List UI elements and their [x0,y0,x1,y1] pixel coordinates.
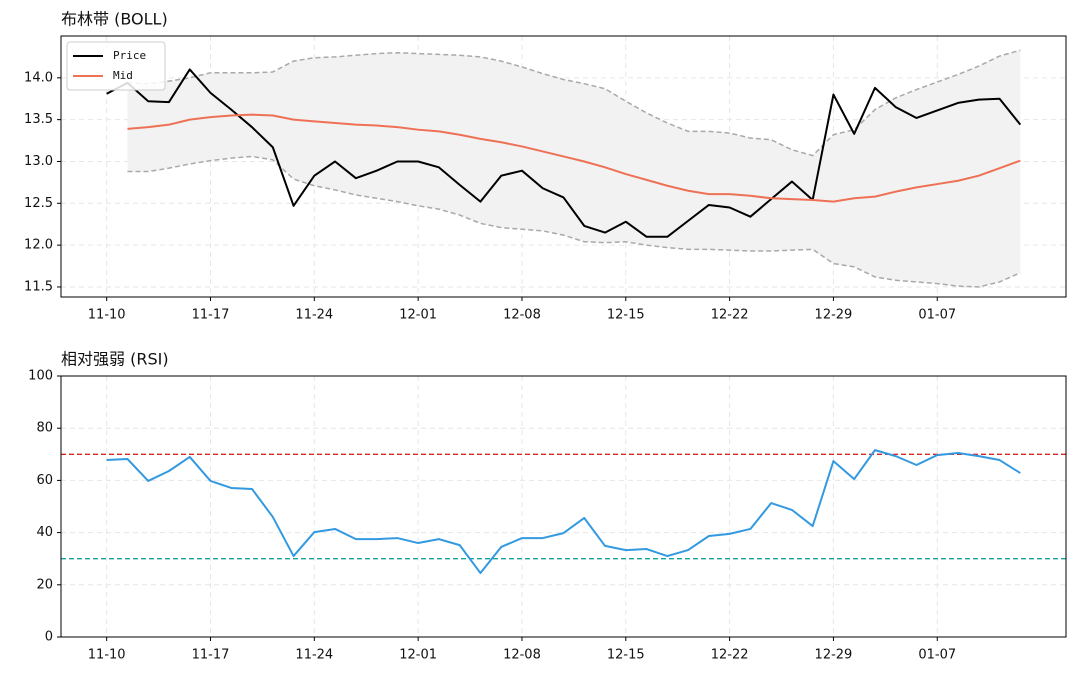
y-tick-label: 13.5 [24,112,53,127]
x-tick-label: 12-22 [711,648,749,663]
x-tick-label: 12-15 [607,648,645,663]
y-tick-label: 0 [45,630,53,645]
x-tick-label: 12-15 [607,308,645,323]
x-tick-label: 12-22 [711,308,749,323]
panel-title: 布林带 (BOLL) [61,10,168,29]
x-tick-label: 11-10 [88,648,126,663]
x-tick-label: 11-24 [295,308,333,323]
y-tick-label: 20 [36,577,53,592]
x-tick-label: 11-17 [192,308,230,323]
series-line [127,113,1021,203]
y-tick-label: 60 [36,473,53,488]
x-tick-label: 12-08 [503,648,541,663]
x-tick-label: 01-07 [918,648,956,663]
legend-label: Mid [113,69,133,82]
y-tick-label: 80 [36,421,53,436]
band-fill [127,50,1021,287]
y-tick-label: 13.0 [24,154,53,169]
x-tick-label: 11-10 [88,308,126,323]
y-tick-label: 100 [28,369,53,384]
y-tick-label: 11.5 [24,279,53,294]
y-tick-label: 14.0 [24,70,53,85]
legend-label: Price [113,49,146,62]
y-tick-label: 40 [36,525,53,540]
x-tick-label: 01-07 [918,308,956,323]
x-tick-label: 12-01 [399,308,437,323]
series-line [106,68,1022,238]
x-tick-label: 12-08 [503,308,541,323]
legend-box [66,41,166,91]
x-tick-label: 12-29 [815,648,853,663]
plot-frame [60,35,1067,298]
panel: 相对强弱 (RSI) 0 20 40 60 80 100 11-10 11-17 11-24 12-… [28,350,1067,663]
panel: 布林带 (BOLL) 11.5 12.0 12.5 13.0 13.5 14.0 11-10 1… [24,10,1067,323]
series-line [106,449,1021,575]
plot-frame [60,375,1067,638]
y-tick-label: 12.5 [24,196,53,211]
x-tick-label: 11-24 [295,648,333,663]
panel-title: 相对强弱 (RSI) [61,350,169,369]
x-tick-label: 11-17 [192,648,230,663]
x-tick-label: 12-01 [399,648,437,663]
x-tick-label: 12-29 [815,308,853,323]
y-tick-label: 12.0 [24,238,53,253]
